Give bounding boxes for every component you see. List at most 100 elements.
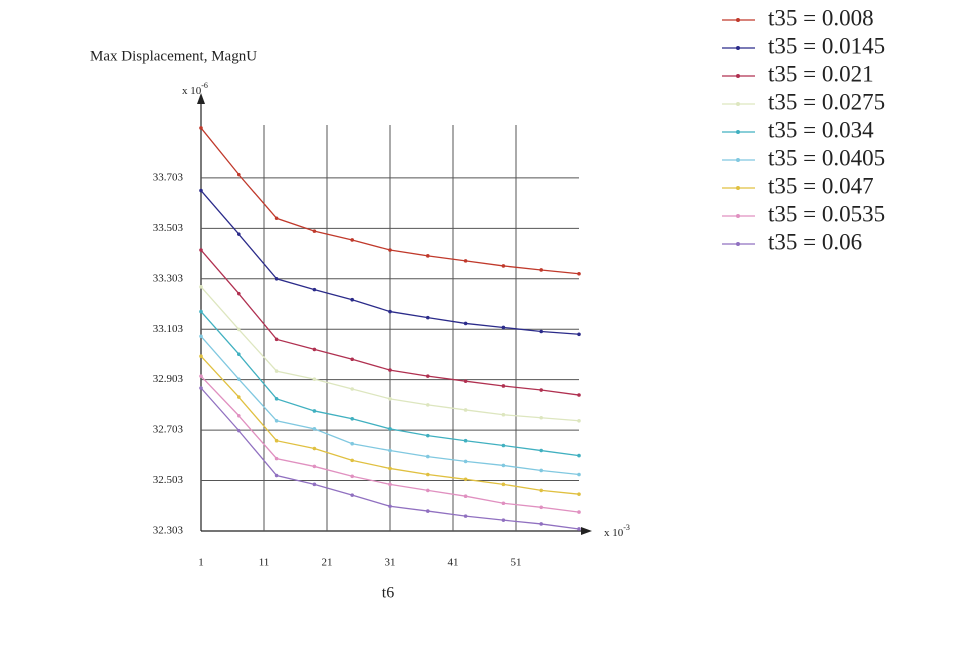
- data-point: [577, 527, 581, 531]
- data-point: [388, 466, 392, 471]
- x-axis-label: t6: [382, 585, 394, 602]
- data-point: [312, 427, 317, 431]
- legend-marker: [736, 74, 740, 78]
- data-point: [274, 216, 279, 221]
- data-point: [312, 287, 317, 292]
- legend-label: t35 = 0.0405: [768, 145, 885, 170]
- data-point: [577, 332, 581, 337]
- data-point: [350, 458, 355, 463]
- data-point: [501, 384, 506, 388]
- data-point: [237, 428, 241, 433]
- data-point: [463, 494, 468, 498]
- data-point: [577, 510, 581, 514]
- data-point: [237, 377, 241, 381]
- data-point: [350, 357, 355, 362]
- data-point: [501, 482, 506, 487]
- chart-title: Max Displacement, MagnU: [90, 48, 257, 64]
- y-multiplier: x 10-6: [182, 81, 208, 97]
- data-point: [501, 501, 506, 506]
- legend-label: t35 = 0.0535: [768, 201, 885, 226]
- legend-marker: [736, 130, 740, 134]
- data-point: [199, 334, 203, 339]
- data-point: [350, 416, 355, 421]
- data-point: [237, 395, 241, 399]
- data-point: [312, 377, 317, 381]
- data-point: [426, 403, 430, 407]
- data-point: [539, 268, 543, 272]
- data-point: [577, 418, 581, 423]
- data-point: [501, 412, 506, 417]
- data-point: [463, 321, 468, 326]
- data-point: [274, 456, 279, 461]
- data-point: [501, 264, 506, 268]
- data-point: [199, 188, 203, 193]
- data-point: [463, 438, 468, 443]
- y-tick-label: 33.503: [153, 222, 184, 234]
- x-multiplier-exponent: -3: [623, 523, 630, 532]
- x-multiplier: x 10-3: [604, 523, 630, 539]
- data-point: [388, 504, 392, 509]
- data-point: [388, 427, 392, 431]
- data-point: [426, 254, 430, 258]
- legend-marker: [736, 46, 740, 50]
- data-point: [199, 248, 203, 252]
- data-point: [274, 418, 279, 423]
- data-point: [274, 337, 279, 342]
- data-point: [199, 354, 203, 359]
- data-point: [237, 172, 241, 177]
- y-tick-label: 33.703: [153, 171, 184, 183]
- data-point: [350, 238, 355, 242]
- legend-label: t35 = 0.008: [768, 5, 874, 30]
- data-point: [501, 325, 506, 330]
- data-point: [199, 386, 203, 390]
- data-point: [199, 374, 203, 378]
- data-point: [426, 315, 430, 320]
- y-multiplier-exponent: -6: [201, 81, 208, 90]
- data-point: [577, 453, 581, 458]
- data-point: [274, 369, 279, 373]
- data-point: [463, 408, 468, 412]
- legend-marker: [736, 242, 740, 246]
- data-point: [237, 291, 241, 296]
- data-point: [426, 509, 430, 513]
- data-point: [426, 472, 430, 477]
- legend-marker: [736, 214, 740, 218]
- legend-marker: [736, 102, 740, 106]
- data-point: [388, 448, 392, 453]
- data-point: [312, 347, 317, 352]
- data-point: [388, 397, 392, 401]
- data-point: [501, 443, 506, 448]
- data-point: [350, 297, 355, 302]
- data-point: [312, 229, 317, 233]
- data-point: [350, 493, 355, 497]
- data-point: [274, 397, 279, 401]
- data-point: [539, 329, 543, 334]
- legend-label: t35 = 0.0145: [768, 33, 885, 58]
- data-point: [388, 368, 392, 372]
- y-tick-label: 32.903: [153, 373, 184, 385]
- data-point: [539, 468, 543, 473]
- data-point: [199, 126, 203, 130]
- data-point: [350, 474, 355, 479]
- data-point: [426, 488, 430, 493]
- legend-label: t35 = 0.0275: [768, 89, 885, 114]
- y-tick-label: 33.303: [153, 272, 184, 284]
- data-point: [237, 413, 241, 418]
- data-point: [426, 433, 430, 438]
- data-point: [237, 327, 241, 332]
- data-point: [350, 441, 355, 446]
- x-tick-label: 1: [198, 557, 204, 569]
- data-point: [199, 285, 203, 289]
- x-tick-label: 31: [385, 557, 396, 569]
- data-point: [577, 492, 581, 496]
- data-point: [312, 464, 317, 469]
- x-axis-arrow: [581, 527, 592, 535]
- legend-label: t35 = 0.06: [768, 229, 862, 254]
- x-tick-label: 21: [322, 557, 333, 569]
- data-point: [501, 518, 506, 522]
- data-point: [312, 409, 317, 413]
- x-tick-label: 11: [259, 557, 270, 569]
- data-point: [312, 482, 317, 487]
- data-point: [463, 259, 468, 263]
